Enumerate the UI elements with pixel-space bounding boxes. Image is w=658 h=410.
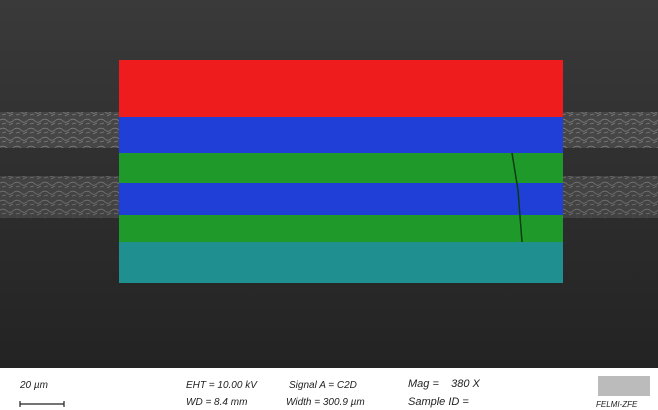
signal: Signal A = C2D bbox=[289, 380, 357, 391]
wd: WD = 8.4 mm bbox=[186, 397, 247, 408]
layer-red bbox=[119, 60, 563, 117]
width: Width = 300.9 µm bbox=[286, 397, 365, 408]
color-overlay bbox=[119, 60, 563, 283]
sample-id: Sample ID = bbox=[408, 396, 469, 408]
page: 20 µm EHT = 10.00 kV WD = 8.4 mm Signal … bbox=[0, 0, 658, 410]
logo: FELMI-ZFE bbox=[596, 400, 638, 409]
layer-green bbox=[119, 215, 563, 242]
scale-bar-label: 20 µm bbox=[19, 380, 48, 391]
sem-screenshot: 20 µm EHT = 10.00 kV WD = 8.4 mm Signal … bbox=[0, 0, 658, 410]
layer-green bbox=[119, 153, 563, 183]
layer-blue bbox=[119, 183, 563, 215]
layer-teal bbox=[119, 242, 563, 283]
logo-mark bbox=[598, 376, 650, 396]
layer-blue bbox=[119, 117, 563, 153]
mag: Mag = 380 X bbox=[408, 378, 481, 390]
eht: EHT = 10.00 kV bbox=[186, 380, 258, 391]
